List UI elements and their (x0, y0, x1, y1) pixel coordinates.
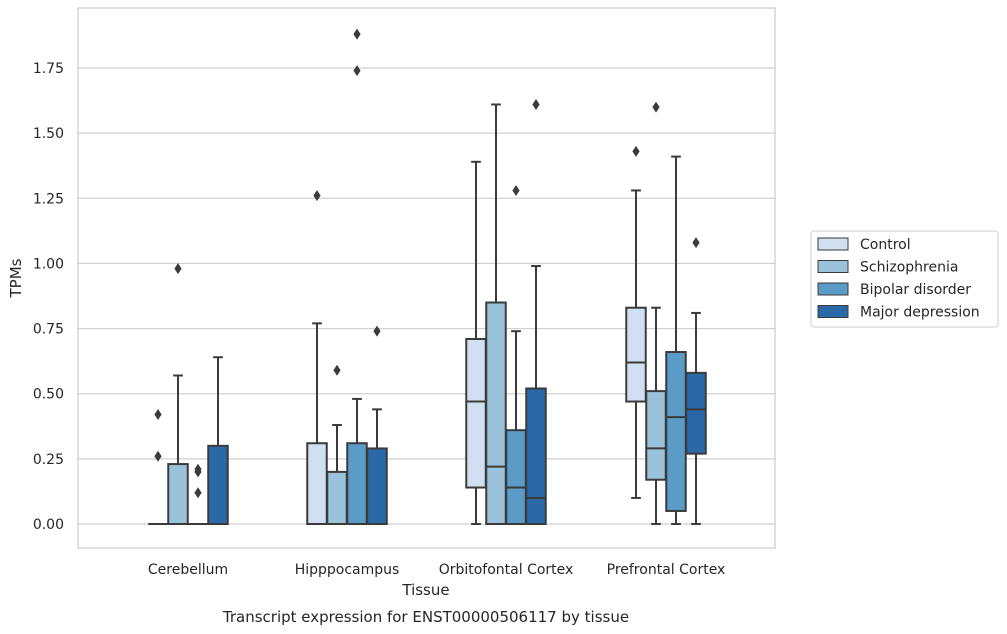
outlier-point (632, 145, 640, 157)
x-axis-ticks: Cerebellum Hipppocampus Orbitofontal Corte… (148, 562, 725, 578)
outlier-point (313, 190, 321, 202)
legend-label: Bipolar disorder (860, 282, 971, 298)
outlier-point (194, 466, 202, 478)
box-body (625, 306, 647, 403)
box-1-2 (346, 28, 368, 526)
x-tick-label: Hipppocampus (295, 562, 400, 578)
box-0-3 (207, 356, 229, 526)
box-body (485, 301, 507, 525)
box-body (645, 390, 667, 481)
y-tick-label: 0.00 (33, 517, 64, 533)
x-axis-title: Tissue (401, 581, 449, 599)
y-tick-label: 0.75 (33, 322, 64, 338)
box-body (505, 429, 527, 525)
chart-caption: Transcript expression for ENST0000050611… (222, 608, 629, 626)
y-tick-label: 1.50 (33, 126, 64, 142)
y-tick-label: 0.50 (33, 387, 64, 403)
box-body (685, 371, 707, 455)
gridlines (78, 67, 775, 525)
x-tick-label: Orbitofontal Cortex (439, 562, 574, 578)
box-1-0 (306, 190, 328, 526)
box-2-2 (505, 184, 527, 525)
box-1-3 (366, 325, 388, 526)
legend-frame (810, 230, 999, 328)
plot-frame (77, 7, 776, 549)
box-0-2 (188, 463, 208, 525)
outlier-point (174, 263, 182, 275)
legend: Control Schizophrenia Bipolar disorder Majo… (810, 230, 999, 328)
legend-label: Major depression (860, 305, 980, 321)
box-3-0 (625, 145, 647, 499)
outlier-point (194, 487, 202, 499)
outlier-point (652, 101, 660, 113)
box-2-0 (465, 160, 487, 525)
box-0-1 (167, 263, 189, 525)
outlier-point (154, 450, 162, 462)
outlier-point (532, 98, 540, 110)
y-tick-label: 1.75 (33, 61, 64, 77)
y-tick-label: 0.25 (33, 452, 64, 468)
plot-area (148, 28, 707, 526)
box-2-3 (525, 98, 547, 526)
y-axis-ticks: 0.00 0.25 0.50 0.75 1.00 1.25 1.50 1.75 (33, 61, 64, 533)
legend-label: Schizophrenia (860, 260, 958, 276)
box-3-2 (665, 155, 687, 525)
outlier-point (353, 65, 361, 77)
outlier-point (333, 364, 341, 376)
box-2-1 (485, 103, 507, 525)
y-tick-label: 1.00 (33, 256, 64, 272)
outlier-point (154, 409, 162, 421)
legend-label: Control (860, 237, 911, 253)
legend-swatch (817, 305, 849, 318)
box-body (306, 442, 328, 526)
x-tick-label: Cerebellum (148, 562, 228, 578)
box-body (525, 387, 547, 526)
box-body (465, 337, 487, 489)
box-1-1 (326, 364, 348, 525)
box-body (326, 470, 348, 525)
box-0-0 (148, 409, 168, 525)
box-body (346, 442, 368, 526)
y-axis-title: TPMs (7, 258, 25, 298)
box-body (366, 447, 388, 526)
legend-swatch (817, 237, 849, 251)
outlier-point (692, 237, 700, 249)
legend-swatch (817, 282, 849, 296)
legend-swatch (817, 260, 849, 273)
y-tick-label: 1.25 (33, 191, 64, 207)
outlier-point (373, 325, 381, 337)
box-body (207, 444, 229, 526)
box-3-1 (645, 101, 667, 525)
box-body (167, 463, 189, 525)
x-tick-label: Prefrontal Cortex (607, 562, 726, 578)
outlier-point (353, 28, 361, 40)
outlier-point (512, 184, 520, 196)
box-body (665, 351, 687, 512)
box-3-3 (685, 237, 707, 525)
